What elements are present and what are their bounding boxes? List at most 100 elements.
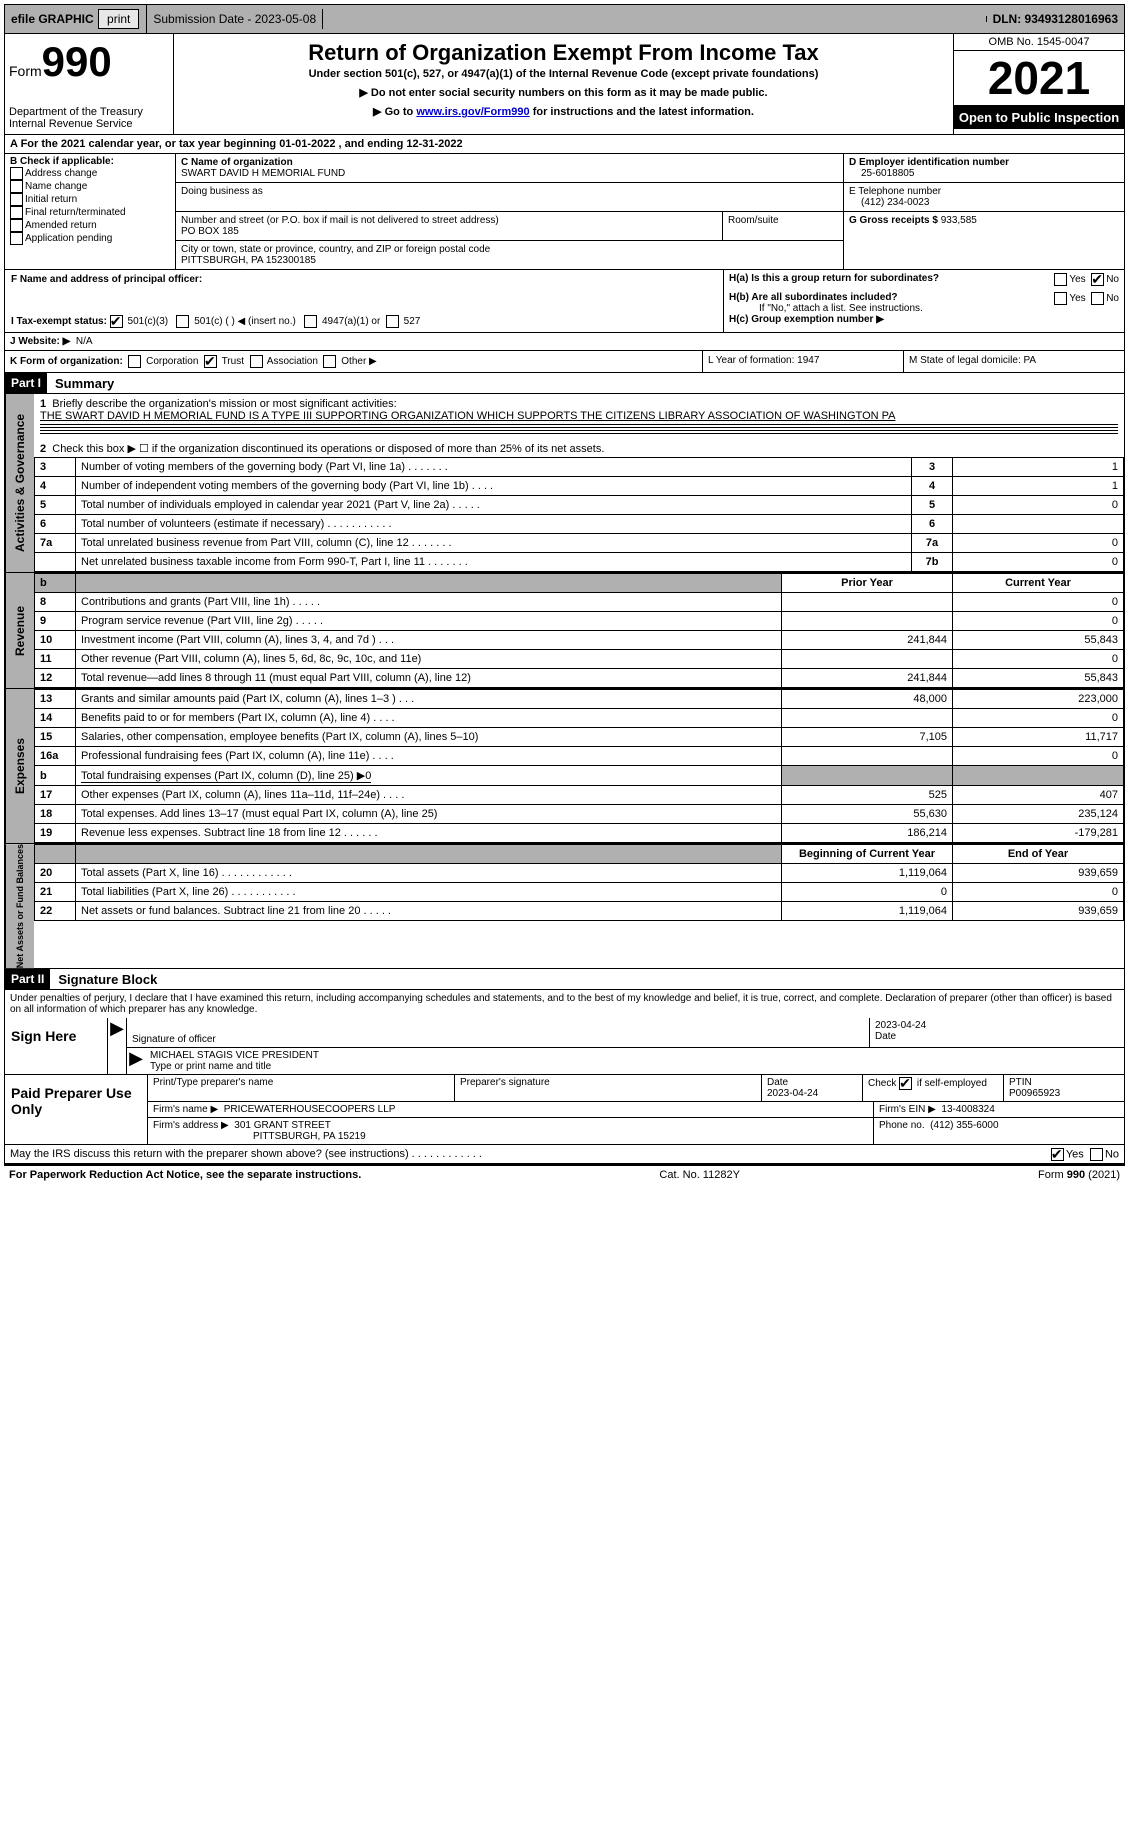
footer-pra: For Paperwork Reduction Act Notice, see …: [9, 1169, 361, 1181]
mission-label: Briefly describe the organization's miss…: [52, 398, 396, 410]
preparer-phone-label: Phone no.: [879, 1120, 925, 1131]
chk-initial-return[interactable]: [10, 193, 23, 206]
ptin-label: PTIN: [1009, 1077, 1032, 1088]
chk-assoc[interactable]: [250, 355, 263, 368]
part-ii-title: Signature Block: [50, 972, 157, 987]
chk-amended-return[interactable]: [10, 219, 23, 232]
state-domicile: M State of legal domicile: PA: [903, 351, 1124, 372]
form-label: Form: [9, 63, 42, 79]
phone-label: E Telephone number: [849, 186, 1119, 197]
expenses-table: 13Grants and similar amounts paid (Part …: [34, 689, 1124, 843]
irs-label: Internal Revenue Service: [9, 118, 169, 130]
ein-value: 25-6018805: [849, 168, 1119, 179]
part-i-title: Summary: [47, 376, 114, 391]
preparer-date: 2023-04-24: [767, 1088, 818, 1099]
arrow-icon: ▶: [108, 1018, 127, 1074]
sig-officer-label: Signature of officer: [132, 1034, 864, 1045]
form-title: Return of Organization Exempt From Incom…: [178, 40, 949, 66]
box-b: B Check if applicable: Address change Na…: [4, 154, 176, 269]
chk-corp[interactable]: [128, 355, 141, 368]
tax-exempt-label: I Tax-exempt status:: [11, 316, 107, 327]
hb-no[interactable]: [1091, 292, 1104, 305]
part-i-label: Part I: [5, 373, 47, 393]
city-label: City or town, state or province, country…: [181, 244, 838, 255]
chk-application-pending[interactable]: [10, 232, 23, 245]
part-ii-header: Part II Signature Block: [4, 969, 1125, 990]
chk-trust[interactable]: [204, 355, 217, 368]
ha-yes[interactable]: [1054, 273, 1067, 286]
form-subtitle-2: ▶ Do not enter social security numbers o…: [178, 86, 949, 99]
box-der: D Employer identification number 25-6018…: [844, 154, 1125, 269]
declaration-text: Under penalties of perjury, I declare th…: [4, 990, 1125, 1018]
paid-preparer-label: Paid Preparer Use Only: [5, 1075, 148, 1144]
box-b-title: B Check if applicable:: [10, 156, 170, 167]
gross-receipts-label: G Gross receipts $: [849, 215, 938, 226]
hb-label: H(b) Are all subordinates included?: [729, 292, 898, 303]
form-subtitle-1: Under section 501(c), 527, or 4947(a)(1)…: [178, 68, 949, 80]
goto-post: for instructions and the latest informat…: [530, 106, 754, 118]
chk-527[interactable]: [386, 315, 399, 328]
ag-table: 3Number of voting members of the governi…: [34, 457, 1124, 572]
type-name-label: Type or print name and title: [150, 1061, 1119, 1072]
chk-address-change[interactable]: [10, 167, 23, 180]
open-to-public: Open to Public Inspection: [954, 106, 1124, 129]
vtab-revenue: Revenue: [5, 573, 34, 688]
gross-receipts-value: 933,585: [941, 215, 977, 226]
chk-other[interactable]: [323, 355, 336, 368]
omb-number: OMB No. 1545-0047: [954, 34, 1124, 51]
website-value: N/A: [76, 336, 93, 347]
part-ii-label: Part II: [5, 969, 50, 989]
chk-501c[interactable]: [176, 315, 189, 328]
form-org-label: K Form of organization:: [10, 356, 123, 367]
firm-ein: 13-4008324: [941, 1104, 994, 1115]
top-bar: efile GRAPHIC print Submission Date - 20…: [4, 4, 1125, 34]
year-formation: L Year of formation: 1947: [702, 351, 903, 372]
hb-yes[interactable]: [1054, 292, 1067, 305]
street-label: Number and street (or P.O. box if mail i…: [181, 215, 717, 226]
irs-link[interactable]: www.irs.gov/Form990: [416, 106, 529, 118]
chk-4947a1[interactable]: [304, 315, 317, 328]
discuss-yes[interactable]: [1051, 1148, 1064, 1161]
discuss-no[interactable]: [1090, 1148, 1103, 1161]
firm-name-label: Firm's name ▶: [153, 1104, 218, 1115]
firm-name: PRICEWATERHOUSECOOPERS LLP: [224, 1104, 396, 1115]
mission-text: THE SWART DAVID H MEMORIAL FUND IS A TYP…: [40, 410, 895, 422]
box-c: C Name of organization SWART DAVID H MEM…: [176, 154, 844, 269]
print-button[interactable]: print: [98, 9, 139, 29]
revenue-table: bPrior YearCurrent Year8Contributions an…: [34, 573, 1124, 688]
city-state-zip: PITTSBURGH, PA 152300185: [181, 255, 838, 266]
goto-pre: ▶ Go to: [373, 106, 416, 118]
sig-date-label: Date: [875, 1031, 1119, 1042]
org-name-label: C Name of organization: [181, 157, 838, 168]
calendar-year-line: A For the 2021 calendar year, or tax yea…: [4, 135, 1125, 154]
ha-label: H(a) Is this a group return for subordin…: [729, 273, 939, 284]
netassets-table: Beginning of Current YearEnd of Year20To…: [34, 844, 1124, 921]
sign-here-label: Sign Here: [5, 1018, 108, 1074]
part-i-header: Part I Summary: [4, 373, 1125, 394]
firm-ein-label: Firm's EIN ▶: [879, 1104, 936, 1115]
firm-addr-label: Firm's address ▶: [153, 1120, 229, 1131]
vtab-activities: Activities & Governance: [5, 394, 34, 572]
arrow-icon: ▶: [127, 1048, 145, 1074]
preparer-name-label: Print/Type preparer's name: [148, 1075, 454, 1102]
line-2-text: Check this box ▶ ☐ if the organization d…: [52, 443, 604, 455]
submission-date: Submission Date - 2023-05-08: [147, 9, 323, 29]
firm-addr1: 301 GRANT STREET: [234, 1120, 331, 1131]
hc-label: H(c) Group exemption number ▶: [729, 314, 884, 325]
ha-no[interactable]: [1091, 273, 1104, 286]
firm-addr2: PITTSBURGH, PA 15219: [153, 1131, 366, 1142]
chk-name-change[interactable]: [10, 180, 23, 193]
efile-label: efile GRAPHIC: [11, 12, 94, 26]
principal-officer-label: F Name and address of principal officer:: [11, 274, 717, 285]
org-name: SWART DAVID H MEMORIAL FUND: [181, 168, 838, 179]
chk-final-return[interactable]: [10, 206, 23, 219]
chk-501c3[interactable]: [110, 315, 123, 328]
ptin-value: P00965923: [1009, 1088, 1060, 1099]
phone-value: (412) 234-0023: [849, 197, 1119, 208]
form-number: 990: [42, 38, 112, 85]
form-header: Form990 Department of the Treasury Inter…: [4, 34, 1125, 135]
ein-label: D Employer identification number: [849, 157, 1119, 168]
dba-label: Doing business as: [181, 186, 838, 197]
vtab-expenses: Expenses: [5, 689, 34, 843]
self-employed-check[interactable]: Check if self-employed: [868, 1078, 987, 1089]
